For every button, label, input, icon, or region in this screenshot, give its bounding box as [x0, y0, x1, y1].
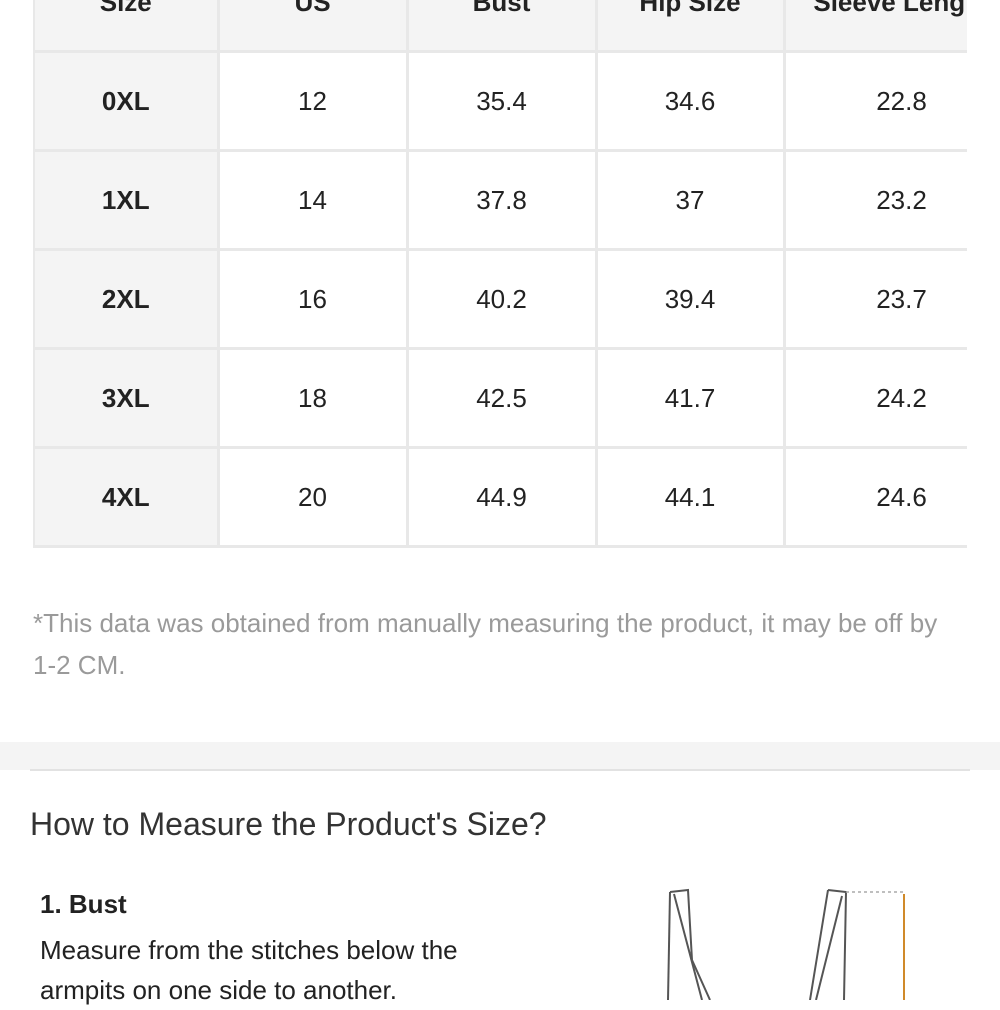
- value-cell: 37.8: [405, 149, 598, 251]
- value-cell: 23.7: [782, 248, 967, 350]
- value-cell: 44.1: [594, 446, 786, 548]
- value-cell: 41.7: [594, 347, 786, 449]
- note: *This data was obtained from manually me…: [33, 608, 938, 680]
- value-cell: 20: [216, 446, 409, 548]
- value-cell: 44.9: [405, 446, 598, 548]
- garment-sketch: [667, 888, 905, 1000]
- value-cell: 40.2: [405, 248, 598, 350]
- value-cell: 16: [216, 248, 409, 350]
- table-row: 2XL 16 40.2 39.4 23.7: [33, 248, 967, 350]
- table-body: 0XL 12 35.4 34.6 22.8 1XL 14 37.8 37 23.2 2XL 16 40.…: [33, 51, 967, 548]
- header-cell: US: [216, 0, 409, 53]
- value-cell: 34.6: [594, 51, 786, 152]
- table-row: 1XL 14 37.8 37 23.2: [33, 149, 967, 251]
- value-cell: 35.4: [405, 51, 598, 152]
- step-text: Measure from the stitches below the armp…: [40, 935, 458, 1005]
- size-cell: 2XL: [33, 248, 220, 350]
- header-cell: Sleeve Length: [782, 0, 967, 53]
- divider-line: [30, 769, 970, 771]
- value-cell: 12: [216, 51, 409, 152]
- table-row: 3XL 18 42.5 41.7 24.2: [33, 347, 967, 449]
- divider-band: [0, 742, 1000, 770]
- table-row: 4XL 20 44.9 44.1 24.6: [33, 446, 967, 548]
- value-cell: 22.8: [782, 51, 967, 152]
- size-cell: 0XL: [33, 51, 220, 152]
- value-cell: 42.5: [405, 347, 598, 449]
- header-cell: Bust: [405, 0, 598, 53]
- size-cell: 1XL: [33, 149, 220, 251]
- value-cell: 24.6: [782, 446, 967, 548]
- step-title: 1. Bust: [40, 889, 127, 919]
- value-cell: 23.2: [782, 149, 967, 251]
- size-cell: 4XL: [33, 446, 220, 548]
- value-cell: 39.4: [594, 248, 786, 350]
- value-cell: 37: [594, 149, 786, 251]
- header-cell: Size: [33, 0, 220, 53]
- value-cell: 18: [216, 347, 409, 449]
- table-row: 0XL 12 35.4 34.6 22.8: [33, 51, 967, 152]
- header-cell: Hip Size: [594, 0, 786, 53]
- section-title: How to Measure the Product's Size?: [30, 806, 547, 842]
- value-cell: 24.2: [782, 347, 967, 449]
- value-cell: 14: [216, 149, 409, 251]
- size-cell: 3XL: [33, 347, 220, 449]
